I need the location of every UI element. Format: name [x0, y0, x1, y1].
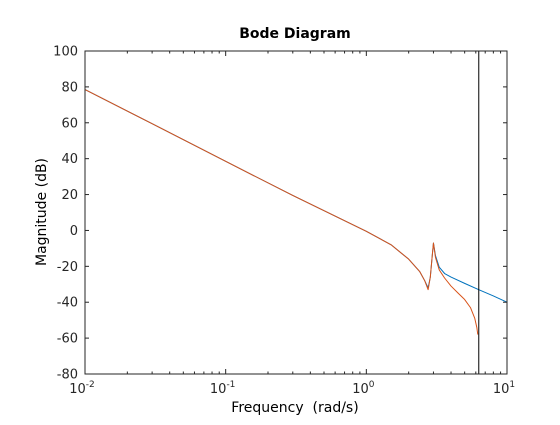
- axes-box: [84, 50, 508, 375]
- ticks-layer: -80 -60 -40 -20 0 20 40 60 80 100 10-2 10-1 100 101: [53, 45, 515, 398]
- series-layer: [84, 51, 508, 374]
- y-tick-label: 40: [61, 152, 78, 167]
- labels-layer: Bode Diagram Frequency (rad/s) Magnitude…: [34, 26, 359, 416]
- y-tick-label: 0: [70, 224, 78, 239]
- y-tick-label: -80: [57, 368, 78, 383]
- x-tick-label: 101: [493, 380, 515, 397]
- x-tick-label: 10-2: [69, 380, 95, 397]
- series-line-2: [84, 89, 479, 335]
- y-tick-label: -40: [57, 296, 78, 311]
- x-tick-label: 100: [352, 380, 375, 397]
- plot-background: [85, 51, 507, 374]
- y-tick-label: -60: [57, 332, 78, 347]
- y-tick-label: 60: [61, 116, 78, 131]
- plot-area: [85, 51, 507, 374]
- y-tick-label: 80: [61, 80, 78, 95]
- y-tick-label: -20: [57, 260, 78, 275]
- chart-title: Bode Diagram: [239, 26, 351, 42]
- y-axis-label: Magnitude (dB): [34, 158, 50, 266]
- x-tick-label: 10-1: [210, 380, 236, 397]
- x-axis-label: Frequency (rad/s): [231, 400, 358, 416]
- y-tick-label: 100: [53, 45, 78, 60]
- y-tick-label: 20: [61, 188, 78, 203]
